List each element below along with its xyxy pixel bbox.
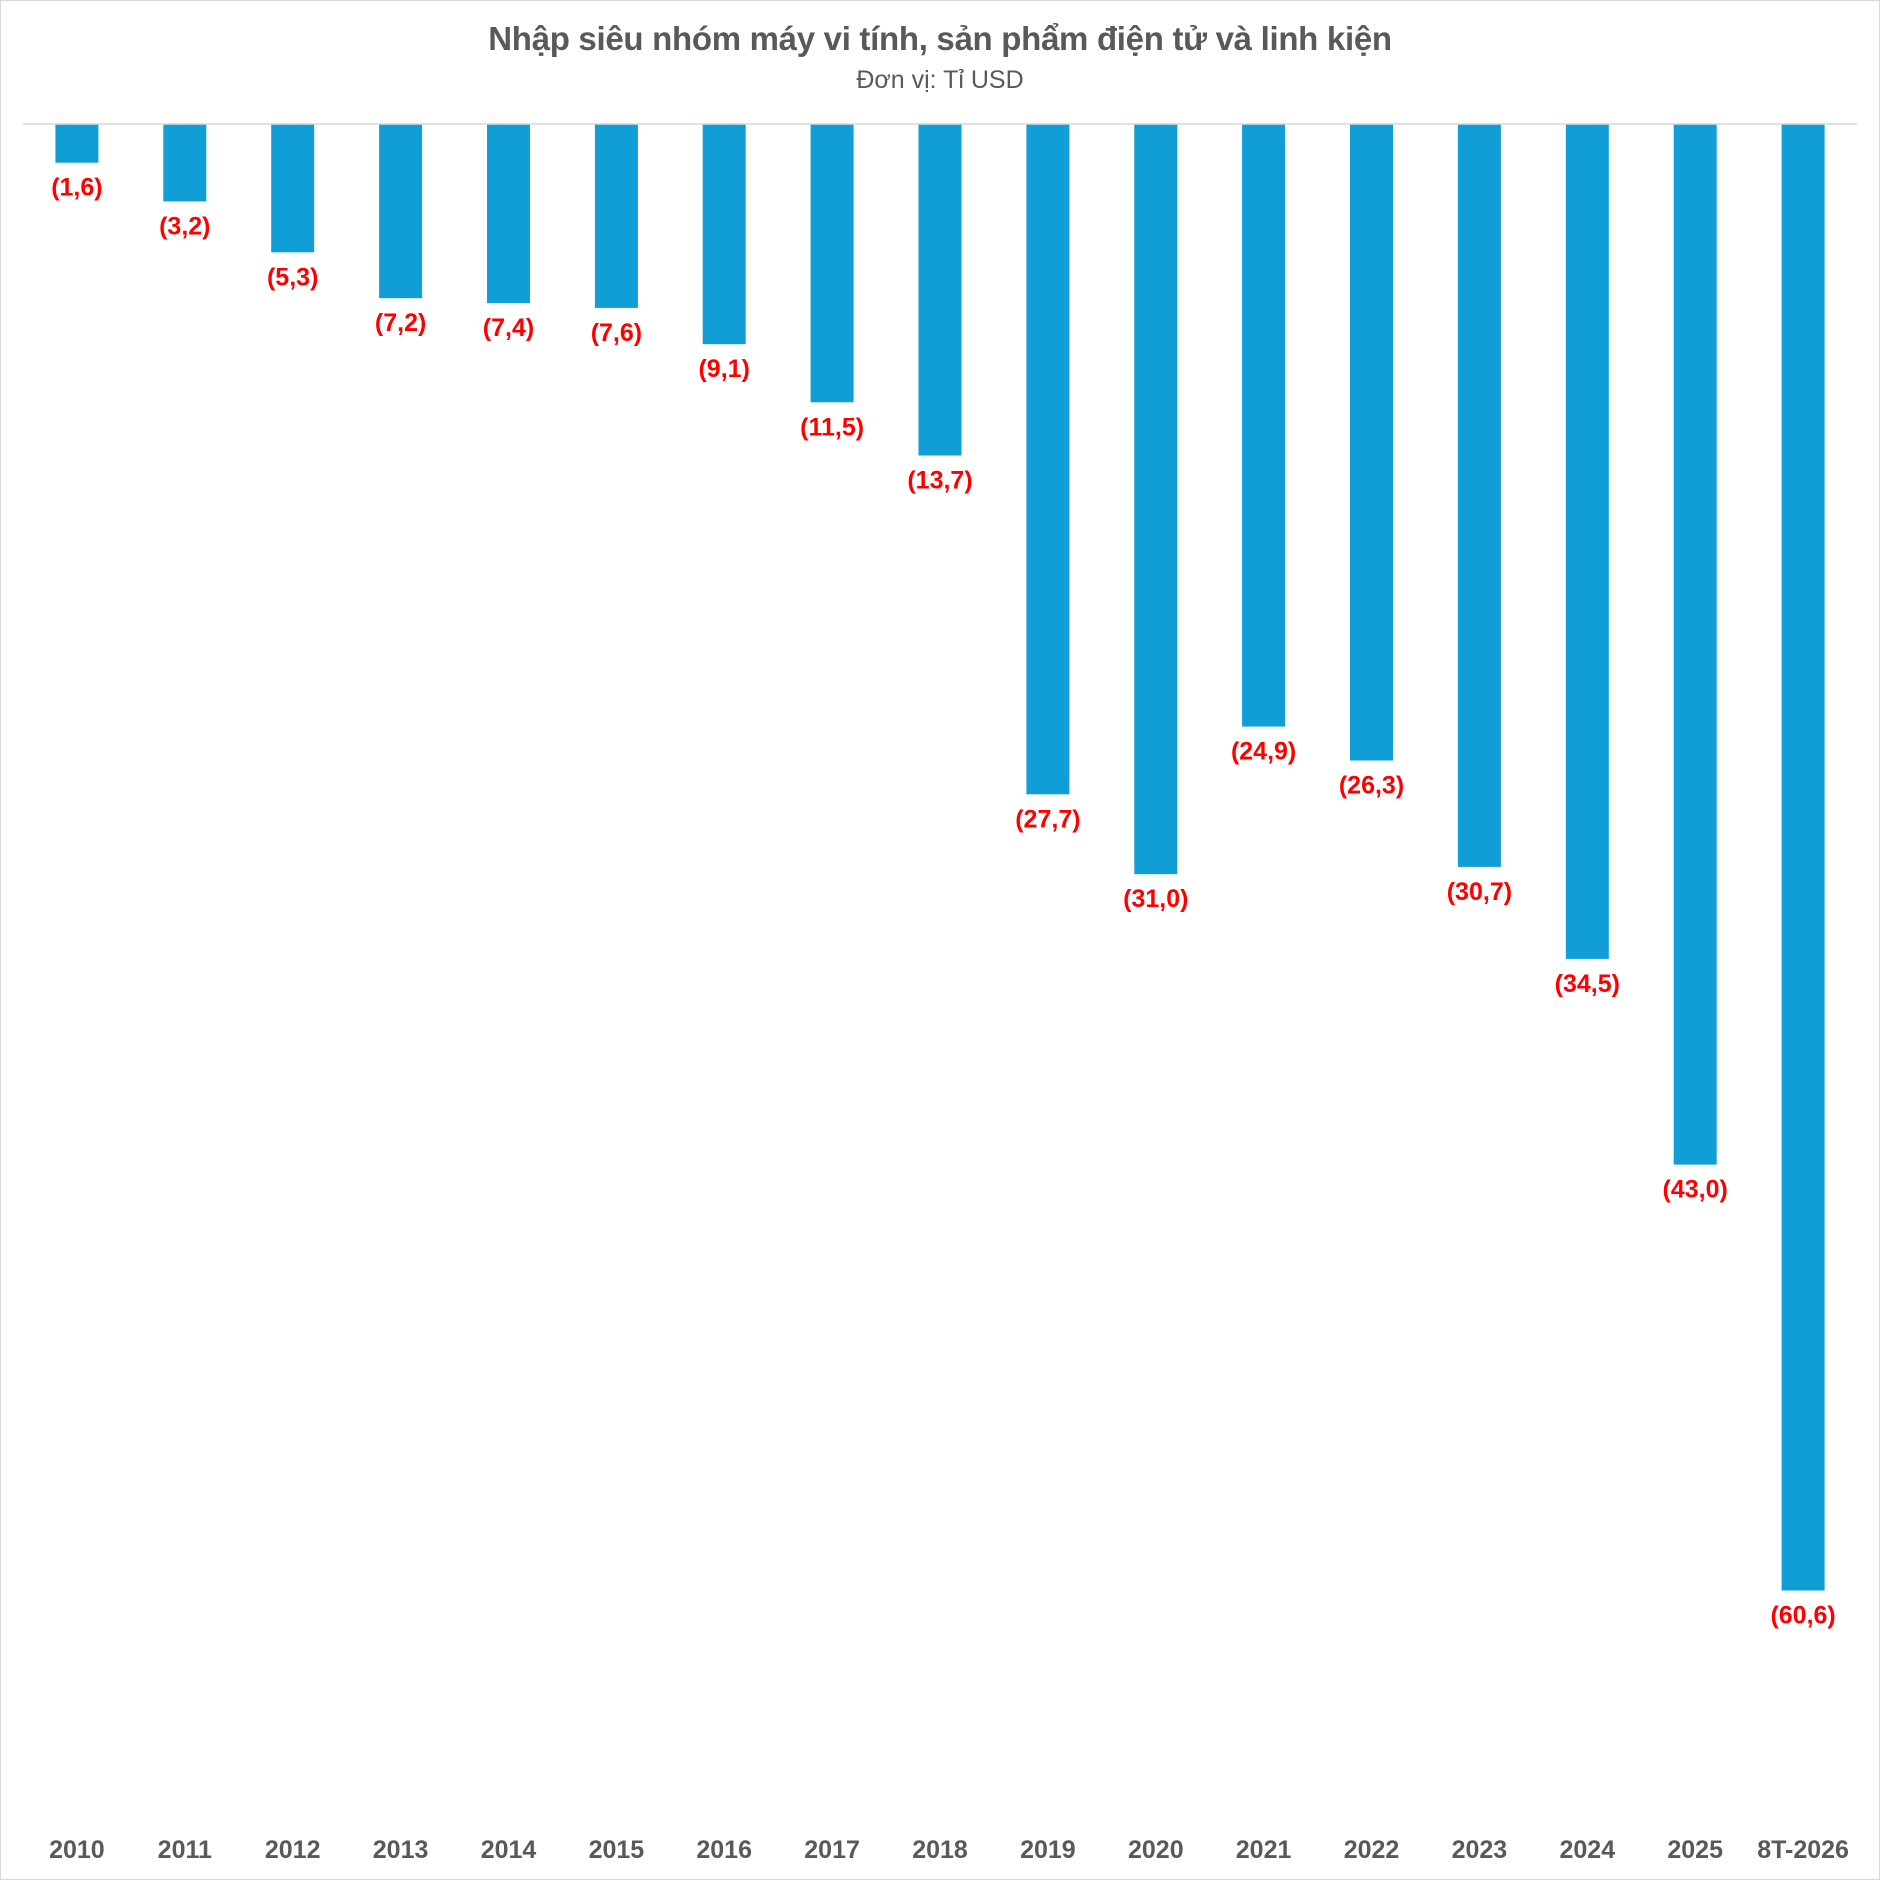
data-label-2016: (9,1) [698,355,749,383]
data-label-2021: (24,9) [1231,738,1296,766]
bar-2017 [810,124,854,403]
bar-2020 [1134,124,1178,875]
chart-title: Nhập siêu nhóm máy vi tính, sản phẩm điệ… [488,20,1392,57]
bar-2018 [918,124,962,456]
chart-subtitle: Đơn vị: Tỉ USD [856,66,1024,94]
bar-2024 [1565,124,1609,959]
x-tick-label-2021: 2021 [1236,1836,1292,1864]
data-label-8T-2026: (60,6) [1770,1602,1835,1630]
data-label-2011: (3,2) [159,212,210,240]
x-tick-label-2016: 2016 [696,1836,752,1864]
data-label-2019: (27,7) [1015,805,1080,833]
data-label-2022: (26,3) [1339,772,1404,800]
bar-2023 [1457,124,1501,867]
bar-2016 [702,124,746,345]
bar-2019 [1026,124,1070,795]
x-tick-label-2010: 2010 [49,1836,105,1864]
data-label-2013: (7,2) [375,309,426,337]
bar-2012 [271,124,315,253]
data-label-2023: (30,7) [1447,878,1512,906]
bar-2021 [1242,124,1286,727]
bar-8T-2026 [1781,124,1825,1591]
x-tick-label-2015: 2015 [589,1836,645,1864]
x-tick-label-2012: 2012 [265,1836,321,1864]
value-labels-layer: (1,6) (3,2) (5,3) (7,2) (7,4) (7,6) (9,1) (11,5… [51,174,1836,1630]
data-label-2024: (34,5) [1555,970,1620,998]
x-tick-label-2018: 2018 [912,1836,968,1864]
bar-2010 [55,124,99,163]
x-tick-label-8T-2026: 8T-2026 [1757,1836,1849,1864]
bars-layer [55,124,1825,1591]
bar-2013 [379,124,423,299]
x-tick-label-2014: 2014 [481,1836,537,1864]
data-label-2017: (11,5) [800,413,864,441]
data-label-2020: (31,0) [1123,885,1188,913]
x-tick-label-2013: 2013 [373,1836,429,1864]
x-tick-label-2019: 2019 [1020,1836,1076,1864]
bar-2015 [594,124,638,308]
x-tick-label-2011: 2011 [158,1836,212,1864]
x-tick-labels-layer: 2010 2011 2012 2013 2014 2015 2016 2017 2018 2019… [49,1836,1849,1864]
bar-2022 [1350,124,1393,761]
x-tick-label-2023: 2023 [1452,1836,1508,1864]
data-label-2012: (5,3) [267,263,318,291]
data-label-2018: (13,7) [907,467,972,495]
x-tick-label-2022: 2022 [1344,1836,1400,1864]
bar-2014 [487,124,530,304]
bar-2011 [163,124,207,202]
x-tick-label-2017: 2017 [804,1836,860,1864]
data-label-2010: (1,6) [51,174,102,202]
data-label-2014: (7,4) [483,314,534,342]
x-tick-label-2020: 2020 [1128,1836,1184,1864]
x-tick-label-2025: 2025 [1667,1836,1723,1864]
x-tick-label-2024: 2024 [1559,1836,1615,1864]
bar-2025 [1673,124,1717,1165]
data-label-2015: (7,6) [591,319,642,347]
data-label-2025: (43,0) [1663,1176,1728,1204]
